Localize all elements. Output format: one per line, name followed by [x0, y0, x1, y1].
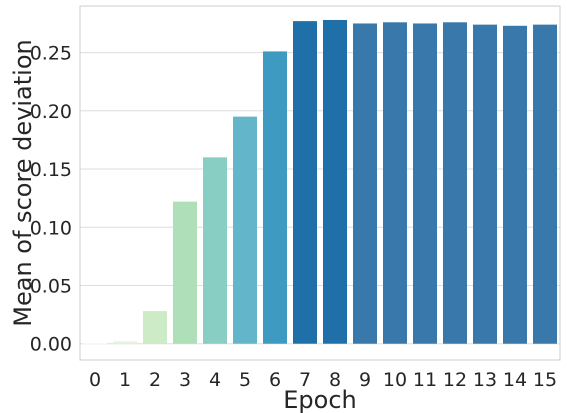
bar-epoch-9 [353, 23, 377, 344]
x-tick-label: 7 [299, 369, 311, 391]
y-tick-label: 0.05 [30, 275, 72, 297]
y-tick-label: 0.00 [30, 334, 72, 356]
bar-epoch-8 [323, 19, 347, 344]
x-tick-label: 9 [359, 369, 371, 391]
bar-epoch-1 [113, 341, 137, 344]
x-tick-label: 2 [149, 369, 161, 391]
x-tick-label: 13 [473, 369, 497, 391]
x-tick-label: 14 [503, 369, 527, 391]
x-tick-label: 1 [119, 369, 131, 391]
x-tick-labels: 0 1 2 3 4 5 6 7 8 9 10 11 12 13 14 15 [89, 369, 557, 391]
bar-epoch-7 [293, 21, 317, 344]
y-tick-label: 0.20 [30, 101, 72, 123]
y-tick-label: 0.25 [30, 43, 72, 65]
x-tick-label: 3 [179, 369, 191, 391]
bar-epoch-5 [233, 116, 257, 344]
bar-epoch-2 [143, 311, 167, 344]
bar-epoch-6 [263, 51, 287, 344]
bar-epoch-15 [533, 24, 557, 344]
bar-epoch-0 [83, 343, 107, 345]
bar-epoch-4 [203, 157, 227, 344]
x-tick-label: 11 [413, 369, 437, 391]
x-tick-label: 8 [329, 369, 341, 391]
x-tick-label: 12 [443, 369, 467, 391]
bar-epoch-3 [173, 201, 197, 344]
x-tick-label: 10 [383, 369, 407, 391]
bar-epoch-10 [383, 22, 407, 344]
y-tick-label: 0.15 [30, 159, 72, 181]
bar-epoch-12 [443, 22, 467, 344]
x-tick-label: 4 [209, 369, 221, 391]
y-tick-labels: 0.00 0.05 0.10 0.15 0.20 0.25 [30, 43, 72, 356]
bar-epoch-14 [503, 25, 527, 344]
plot-frame [79, 5, 561, 361]
bar-epoch-11 [413, 23, 437, 344]
y-axis-title: Mean of score deviation [9, 39, 37, 326]
bar-epoch-13 [473, 24, 497, 344]
y-tick-label: 0.10 [30, 217, 72, 239]
x-axis-title: Epoch [283, 386, 357, 413]
x-tick-label: 0 [89, 369, 101, 391]
x-tick-label: 5 [239, 369, 251, 391]
x-tick-label: 6 [269, 369, 281, 391]
x-tick-label: 15 [533, 369, 557, 391]
bars [83, 19, 557, 345]
